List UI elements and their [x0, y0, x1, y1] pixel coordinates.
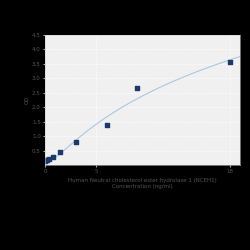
Point [104, 124, 108, 128]
Point [47, 157, 51, 161]
X-axis label: Human Neutral cholesterol ester hydrolase 1 (NCEH1)
Concentration (ng/ml): Human Neutral cholesterol ester hydrolas… [68, 178, 217, 189]
Point [58, 150, 62, 154]
Point [228, 60, 232, 64]
Point [51, 155, 55, 159]
Point [43, 159, 47, 163]
Point [74, 140, 78, 144]
Point [45, 158, 49, 162]
Point [135, 86, 139, 90]
Y-axis label: OD: OD [24, 96, 29, 104]
Point [44, 158, 48, 162]
